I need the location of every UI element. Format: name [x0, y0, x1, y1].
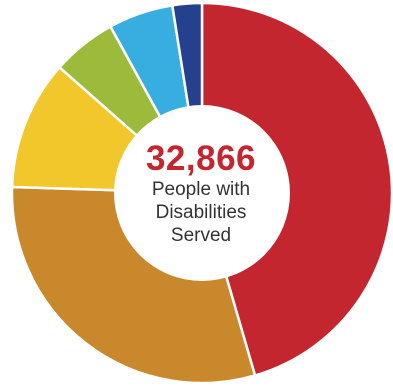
center-label: 32,866 People with Disabilities Served	[116, 140, 286, 247]
pie-slice-1	[200, 1, 393, 377]
total-served-value: 32,866	[145, 139, 257, 178]
total-served-caption: People with Disabilities Served	[151, 179, 251, 246]
donut-hole	[114, 105, 290, 281]
donut-slices	[10, 1, 393, 385]
